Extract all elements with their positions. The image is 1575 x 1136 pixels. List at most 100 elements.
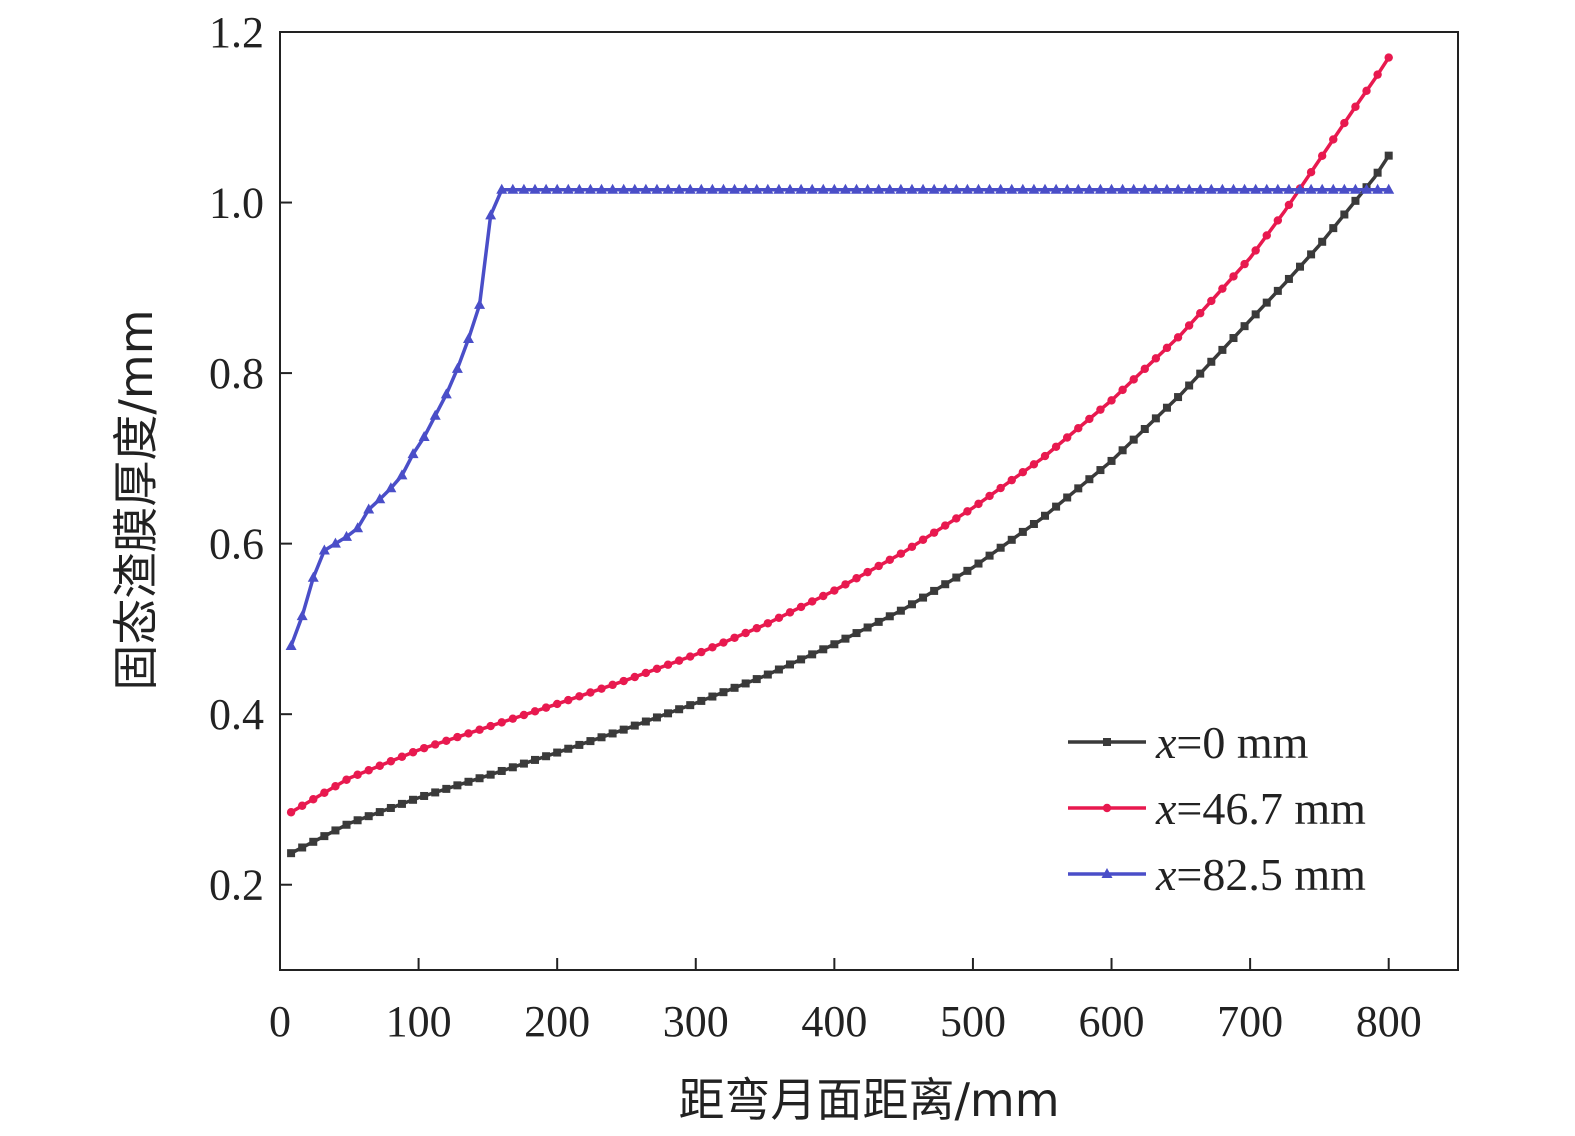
data-point bbox=[485, 209, 497, 220]
data-point bbox=[652, 664, 662, 674]
data-point bbox=[851, 183, 863, 194]
data-point bbox=[320, 788, 329, 797]
data-point bbox=[686, 652, 695, 661]
data-point bbox=[353, 816, 362, 825]
data-point bbox=[552, 699, 562, 709]
data-point bbox=[884, 183, 896, 194]
y-tick-label: 1.0 bbox=[209, 179, 264, 228]
data-point bbox=[708, 692, 717, 701]
data-point bbox=[1227, 183, 1239, 194]
x-tick-label: 200 bbox=[524, 997, 590, 1046]
data-point bbox=[342, 820, 351, 829]
x-axis-title: 距弯月面距离/mm bbox=[678, 1073, 1059, 1127]
legend-item: x=82.5 mm bbox=[1068, 849, 1366, 900]
data-point bbox=[664, 709, 673, 718]
y-tick-label: 0.6 bbox=[209, 520, 264, 569]
data-point bbox=[651, 183, 663, 194]
x-tick-label: 300 bbox=[663, 997, 729, 1046]
data-point bbox=[1306, 167, 1316, 177]
data-point bbox=[1284, 200, 1294, 210]
data-point bbox=[996, 543, 1005, 552]
data-point bbox=[1362, 86, 1371, 96]
data-point bbox=[1118, 385, 1127, 395]
data-point bbox=[1229, 334, 1238, 343]
data-point bbox=[797, 655, 806, 664]
data-point bbox=[553, 748, 562, 757]
data-point bbox=[762, 183, 774, 194]
data-point bbox=[996, 483, 1005, 493]
data-point bbox=[950, 183, 962, 194]
data-point bbox=[286, 808, 296, 817]
data-point bbox=[808, 650, 817, 659]
data-point bbox=[1162, 403, 1171, 412]
data-point bbox=[717, 183, 729, 194]
data-point bbox=[297, 801, 307, 810]
data-point bbox=[630, 721, 639, 730]
data-point bbox=[1174, 393, 1183, 402]
data-point bbox=[674, 656, 684, 665]
x-tick-label: 600 bbox=[1079, 997, 1145, 1046]
y-axis-ticks: 0.2 0.4 0.6 0.8 1.0 1.2 bbox=[209, 8, 292, 910]
data-point bbox=[1296, 262, 1305, 271]
data-point bbox=[364, 812, 373, 821]
data-point bbox=[895, 183, 907, 194]
data-point bbox=[828, 183, 840, 194]
data-point bbox=[852, 629, 861, 638]
data-point bbox=[1261, 183, 1273, 194]
data-point bbox=[298, 843, 307, 852]
data-point bbox=[1273, 216, 1283, 225]
x-tick-label: 500 bbox=[940, 997, 1006, 1046]
data-point bbox=[1251, 310, 1260, 319]
data-point bbox=[695, 183, 707, 194]
data-point bbox=[1196, 369, 1205, 378]
data-point bbox=[420, 791, 429, 800]
data-point bbox=[497, 718, 506, 727]
data-point bbox=[1151, 354, 1161, 363]
data-point bbox=[1140, 364, 1149, 374]
data-point bbox=[1085, 414, 1094, 424]
legend-label: x=82.5 mm bbox=[1155, 849, 1366, 900]
data-point bbox=[819, 645, 828, 654]
data-point bbox=[407, 448, 419, 459]
data-point bbox=[442, 736, 451, 745]
data-point bbox=[363, 503, 375, 514]
data-point bbox=[352, 522, 364, 533]
data-point bbox=[675, 705, 684, 714]
data-point bbox=[1316, 183, 1328, 194]
data-point bbox=[862, 183, 874, 194]
data-point bbox=[1273, 286, 1282, 295]
data-point bbox=[752, 624, 761, 633]
data-point bbox=[652, 713, 661, 722]
data-point bbox=[475, 725, 484, 734]
data-point bbox=[1061, 183, 1073, 194]
data-point bbox=[806, 183, 818, 194]
data-point bbox=[807, 597, 817, 606]
data-point bbox=[974, 559, 983, 568]
data-point bbox=[1317, 151, 1327, 161]
data-point bbox=[917, 183, 929, 194]
data-point bbox=[453, 781, 462, 790]
data-point bbox=[1007, 475, 1016, 485]
data-point bbox=[586, 688, 595, 697]
data-point bbox=[496, 183, 508, 194]
data-point bbox=[429, 409, 441, 420]
x-axis-ticks: 0 100 200 300 400 500 600 700 800 bbox=[269, 958, 1422, 1046]
data-point bbox=[1063, 493, 1072, 502]
data-point bbox=[852, 574, 861, 583]
data-point bbox=[1240, 322, 1249, 331]
data-point bbox=[431, 740, 440, 749]
data-point bbox=[307, 571, 319, 582]
data-point bbox=[309, 837, 318, 846]
data-point bbox=[1272, 183, 1284, 194]
data-point bbox=[641, 717, 650, 726]
data-point bbox=[841, 634, 850, 643]
data-point bbox=[464, 777, 473, 786]
data-point bbox=[774, 665, 783, 674]
data-point bbox=[607, 183, 619, 194]
series-line bbox=[289, 188, 1389, 647]
data-point bbox=[930, 586, 939, 595]
data-point bbox=[1039, 183, 1051, 194]
data-point bbox=[1327, 183, 1339, 194]
data-point bbox=[442, 784, 451, 793]
